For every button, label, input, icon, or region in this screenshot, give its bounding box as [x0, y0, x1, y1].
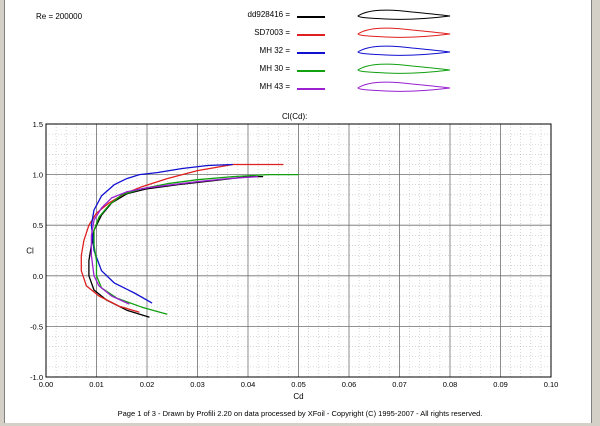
- y-tick-label: 0.5: [33, 221, 43, 230]
- legend-swatch: [297, 16, 325, 18]
- x-axis-label: Cd: [293, 392, 303, 401]
- airfoil-icon: [357, 45, 451, 56]
- x-tick-label: 0.07: [392, 380, 407, 389]
- legend-item-mh32: MH 32 =: [200, 42, 460, 60]
- legend-swatch: [297, 34, 325, 36]
- legend-item-dd928416: dd928416 =: [200, 6, 460, 24]
- chart-title: Cl(Cd):: [282, 112, 308, 121]
- airfoil-icon: [357, 9, 451, 20]
- footer-copyright: Page 1 of 3 - Drawn by Profili 2.20 on d…: [117, 409, 483, 418]
- series-line-mh-43: [90, 175, 259, 305]
- x-tick-label: 0.09: [493, 380, 508, 389]
- legend-label: MH 32 =: [259, 46, 290, 55]
- x-tick-label: 0.06: [342, 380, 357, 389]
- airfoil-icon: [357, 81, 451, 92]
- legend-item-mh30: MH 30 =: [200, 60, 460, 78]
- y-axis-label: Cl: [26, 247, 34, 256]
- plot-grid: [45, 123, 552, 378]
- x-tick-label: 0.02: [140, 380, 155, 389]
- plot-frame: [45, 123, 552, 378]
- x-tick-label: 0.05: [291, 380, 306, 389]
- y-tick-label: 0.0: [33, 272, 43, 281]
- legend-label: SD7003 =: [254, 28, 290, 37]
- legend-item-sd7003: SD7003 =: [200, 24, 460, 42]
- legend-swatch: [297, 70, 325, 72]
- legend-swatch: [297, 88, 325, 90]
- x-tick-label: 0.08: [443, 380, 458, 389]
- series-line-dd928416: [88, 175, 264, 318]
- airfoil-icon: [357, 63, 451, 74]
- legend-swatch: [297, 52, 325, 54]
- x-tick-label: 0.04: [241, 380, 256, 389]
- airfoil-icon: [357, 27, 451, 38]
- y-tick-label: 1.5: [33, 120, 43, 129]
- plot-axes: 0.00 0.01 0.02 0.03 0.04 0.05 0.06 0.07 0.08 0.09…: [26, 120, 558, 401]
- y-tick-label: 1.0: [33, 171, 43, 180]
- reynolds-label: Re = 200000: [36, 12, 83, 21]
- y-tick-label: -0.5: [30, 322, 43, 331]
- legend: dd928416 = SD7003 = MH 32 = MH 30 = MH 4…: [200, 6, 460, 96]
- window-frame-bottom: [0, 423, 600, 426]
- x-tick-label: 0.00: [39, 380, 54, 389]
- x-tick-label: 0.10: [544, 380, 559, 389]
- legend-item-mh43: MH 43 =: [200, 78, 460, 96]
- x-tick-label: 0.03: [190, 380, 205, 389]
- legend-label: MH 30 =: [259, 64, 290, 73]
- x-tick-label: 0.01: [89, 380, 104, 389]
- plot-series: [80, 163, 299, 318]
- y-tick-label: -1.0: [30, 373, 43, 382]
- series-line-mh-32: [90, 163, 233, 304]
- window-frame-right: [591, 0, 600, 426]
- legend-label: dd928416 =: [247, 10, 291, 19]
- legend-label: MH 43 =: [259, 82, 290, 91]
- window-frame-left: [0, 0, 5, 426]
